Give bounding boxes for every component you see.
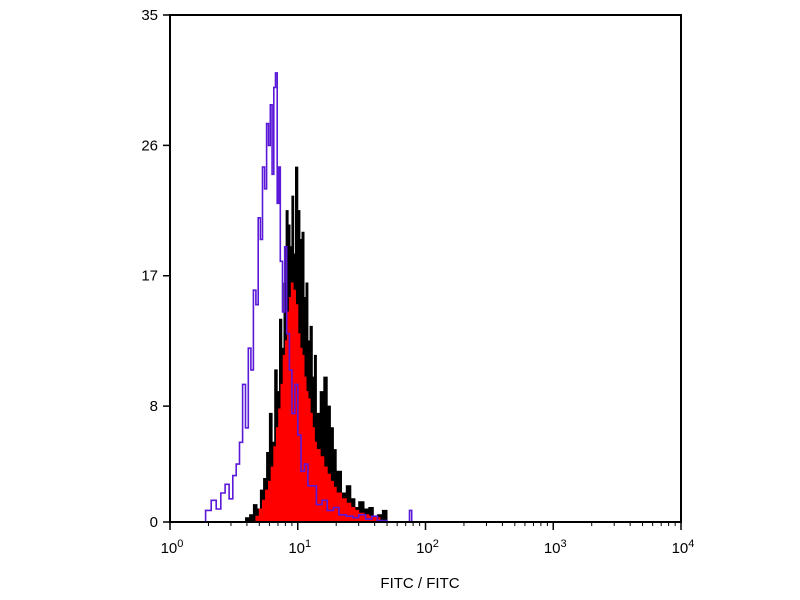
x-axis-title: FITC / FITC <box>380 575 459 592</box>
series-layer <box>199 72 415 523</box>
histogram-series-0 <box>199 72 415 523</box>
y-tick-label: 35 <box>141 7 158 24</box>
y-tick-label: 17 <box>141 268 158 285</box>
x-tick-label: 104 <box>672 538 695 557</box>
y-tick-label: 8 <box>150 398 158 415</box>
y-tick-label: 0 <box>150 514 158 531</box>
y-tick-label: 26 <box>141 137 158 154</box>
plot-frame <box>169 14 682 523</box>
ticks-layer: 0 8 17 26 35 100 101 102 103 104 <box>141 7 694 557</box>
x-tick-label: 100 <box>161 538 184 557</box>
histogram-series-2 <box>252 282 386 523</box>
x-tick-label: 102 <box>416 538 439 557</box>
x-tick-label: 103 <box>544 538 567 557</box>
x-tick-label: 101 <box>288 538 311 557</box>
